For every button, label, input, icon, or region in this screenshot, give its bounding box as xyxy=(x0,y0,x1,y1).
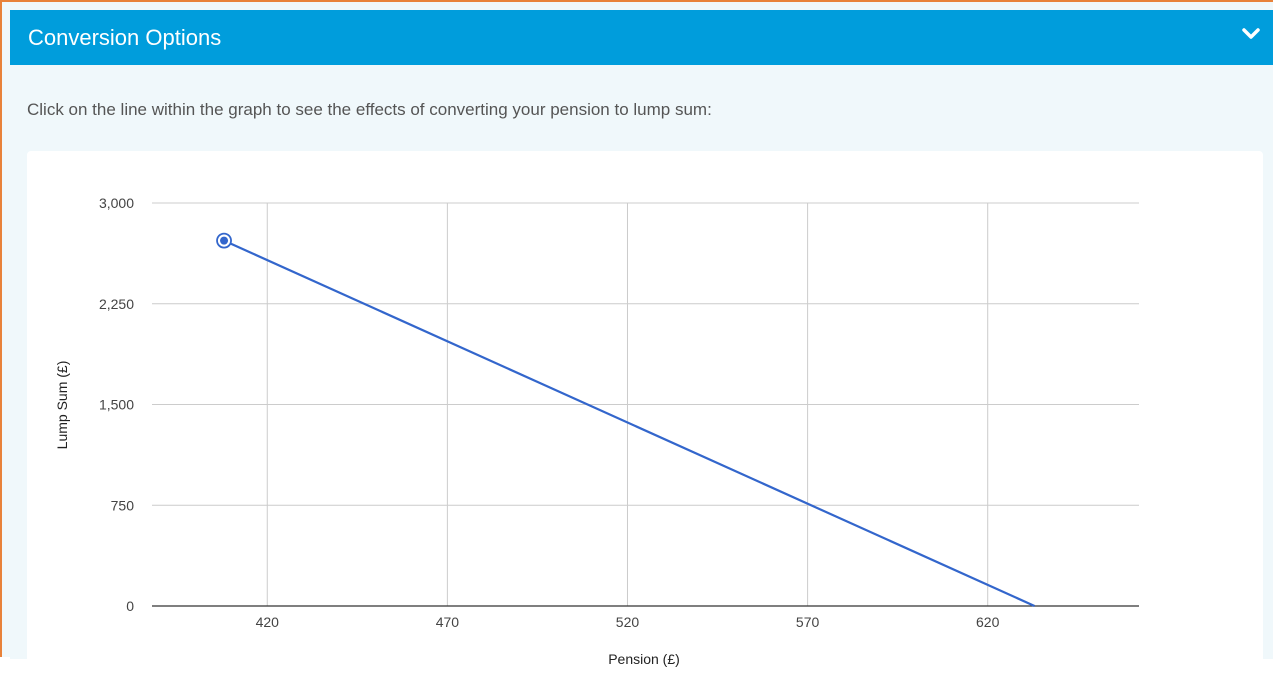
conversion-chart[interactable]: 0 750 1,500 2,250 3,000 420 470 520 570 620 Pensi… xyxy=(27,151,1263,671)
y-tick-label: 0 xyxy=(126,598,134,614)
x-axis-label: Pension (£) xyxy=(608,651,680,667)
y-axis-label: Lump Sum (£) xyxy=(54,361,70,450)
instruction-text: Click on the line within the graph to se… xyxy=(27,100,712,119)
x-tick-label: 520 xyxy=(616,614,640,630)
chart-card: 0 750 1,500 2,250 3,000 420 470 520 570 620 Pensi… xyxy=(27,151,1263,671)
y-tick-label: 3,000 xyxy=(99,195,134,211)
x-tick-label: 570 xyxy=(796,614,820,630)
y-tick-label: 750 xyxy=(111,497,135,513)
x-tick-label: 620 xyxy=(976,614,1000,630)
series-lines[interactable] xyxy=(223,239,1035,608)
panel-title: Conversion Options xyxy=(28,25,222,50)
panel-body: Click on the line within the graph to se… xyxy=(10,65,1273,671)
selected-point[interactable] xyxy=(220,236,229,245)
x-tick-label: 470 xyxy=(436,614,460,630)
y-tick-label: 2,250 xyxy=(99,296,134,312)
panel-header[interactable]: Conversion Options xyxy=(10,10,1273,65)
grid-lines xyxy=(152,202,1139,606)
tick-labels: 0 750 1,500 2,250 3,000 420 470 520 570 620 xyxy=(99,195,1000,630)
x-tick-label: 420 xyxy=(256,614,280,630)
chevron-down-icon[interactable] xyxy=(1241,24,1261,44)
selected-points[interactable] xyxy=(216,232,232,249)
series-line[interactable] xyxy=(223,239,1035,608)
y-tick-label: 1,500 xyxy=(99,397,134,413)
